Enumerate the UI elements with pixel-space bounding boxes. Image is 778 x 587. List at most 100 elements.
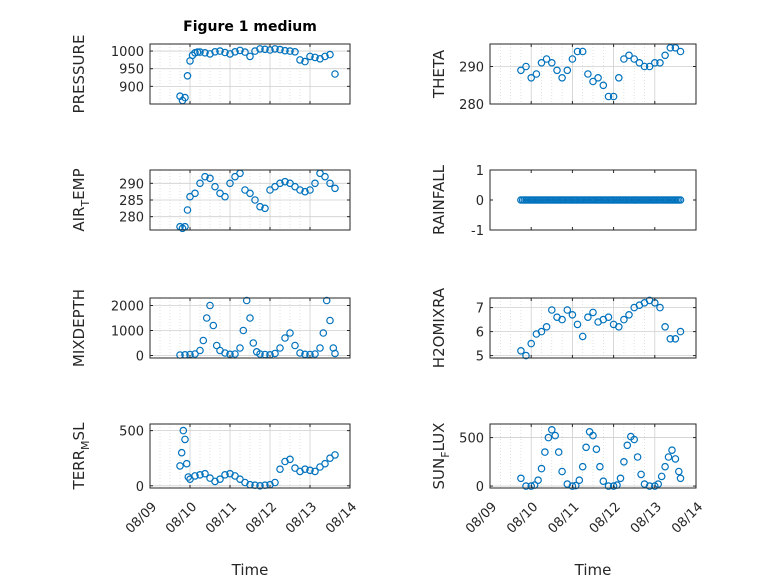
data-point bbox=[296, 56, 304, 64]
data-point bbox=[522, 62, 530, 71]
data-point bbox=[630, 55, 639, 63]
data-point bbox=[221, 349, 229, 357]
data-point bbox=[645, 62, 654, 71]
data-point bbox=[517, 66, 525, 75]
data-point bbox=[311, 350, 319, 358]
data-point bbox=[676, 196, 685, 204]
data-point bbox=[306, 466, 314, 475]
data-point bbox=[186, 192, 194, 201]
subplot-4: -1 0 1 RAINFALL bbox=[430, 164, 697, 239]
data-point bbox=[625, 51, 633, 60]
data-point bbox=[671, 455, 680, 463]
data-point bbox=[319, 329, 328, 337]
data-point bbox=[236, 46, 244, 55]
data-point bbox=[671, 43, 680, 52]
data-point bbox=[251, 196, 259, 204]
data-point bbox=[614, 322, 623, 331]
data-point bbox=[633, 453, 642, 461]
data-point bbox=[209, 321, 218, 330]
x-tick-label: 08/13 bbox=[283, 500, 320, 537]
y-tick-label: 2000 bbox=[111, 300, 144, 315]
data-point bbox=[637, 470, 645, 479]
data-point bbox=[664, 453, 673, 461]
data-point bbox=[256, 202, 264, 211]
data-point bbox=[666, 334, 675, 343]
data-point bbox=[594, 74, 602, 82]
y-axis-label: PRESSURE bbox=[70, 35, 88, 114]
y-tick-label: 285 bbox=[119, 194, 144, 209]
data-point bbox=[211, 47, 219, 56]
data-point bbox=[674, 467, 683, 476]
data-point bbox=[537, 464, 546, 473]
data-point bbox=[604, 313, 613, 322]
data-point bbox=[676, 474, 685, 483]
data-point bbox=[657, 472, 666, 481]
data-point bbox=[517, 474, 525, 483]
data-point bbox=[306, 52, 314, 61]
y-tick-label: 290 bbox=[459, 61, 484, 76]
data-point bbox=[301, 465, 309, 474]
data-point bbox=[191, 189, 199, 198]
data-point bbox=[216, 475, 224, 484]
data-point bbox=[558, 315, 566, 324]
data-point bbox=[614, 74, 623, 82]
data-point bbox=[666, 43, 675, 52]
data-point bbox=[241, 48, 249, 56]
y-axis-label: THETA bbox=[430, 49, 448, 99]
data-point bbox=[291, 47, 299, 56]
y-axis-label: SUNFLUX bbox=[430, 423, 452, 490]
data-point bbox=[281, 177, 289, 186]
data-point bbox=[547, 306, 556, 314]
subplot-3: 280 285 290 AIRTEMP bbox=[70, 168, 351, 233]
x-tick-label: 08/09 bbox=[463, 500, 500, 537]
axes-box bbox=[149, 423, 351, 489]
data-point bbox=[650, 58, 659, 67]
data-point bbox=[181, 435, 189, 444]
data-point bbox=[573, 320, 582, 329]
data-point bbox=[311, 53, 319, 62]
data-point bbox=[578, 462, 587, 471]
data-point bbox=[221, 192, 229, 201]
data-point bbox=[563, 306, 572, 314]
data-point bbox=[584, 70, 592, 78]
data-point bbox=[553, 66, 561, 75]
data-point bbox=[276, 179, 284, 188]
data-point bbox=[206, 301, 214, 310]
x-tick-label: 08/13 bbox=[628, 500, 665, 537]
data-point bbox=[206, 174, 214, 183]
y-tick-label: 0 bbox=[476, 194, 484, 209]
data-point bbox=[661, 51, 669, 60]
data-point bbox=[522, 482, 530, 490]
data-point bbox=[542, 55, 551, 63]
data-point bbox=[654, 480, 663, 488]
data-point bbox=[201, 172, 209, 181]
data-point bbox=[640, 62, 649, 71]
data-point bbox=[191, 472, 199, 480]
data-point bbox=[291, 341, 299, 350]
data-point bbox=[246, 189, 254, 198]
data-point bbox=[596, 462, 604, 471]
x-tick-label: 08/12 bbox=[587, 500, 624, 537]
y-tick-label: 5 bbox=[476, 350, 484, 365]
y-tick-label: 280 bbox=[459, 98, 484, 113]
chart-title: Figure 1 medium bbox=[183, 19, 317, 35]
data-point bbox=[616, 474, 625, 483]
y-tick-label: 500 bbox=[119, 425, 144, 440]
data-point bbox=[517, 346, 525, 355]
data-point bbox=[211, 182, 219, 191]
data-point bbox=[558, 467, 566, 476]
data-point bbox=[592, 445, 601, 454]
axes-box bbox=[149, 297, 351, 359]
x-tick-label: 08/14 bbox=[669, 500, 706, 537]
data-point bbox=[311, 467, 319, 476]
data-point bbox=[537, 58, 546, 67]
data-point bbox=[191, 350, 199, 358]
data-point bbox=[661, 322, 669, 331]
data-point bbox=[582, 443, 590, 452]
data-point bbox=[527, 339, 536, 348]
data-point bbox=[286, 47, 294, 55]
data-point bbox=[183, 72, 192, 80]
data-point bbox=[249, 339, 258, 347]
data-point bbox=[527, 74, 536, 82]
